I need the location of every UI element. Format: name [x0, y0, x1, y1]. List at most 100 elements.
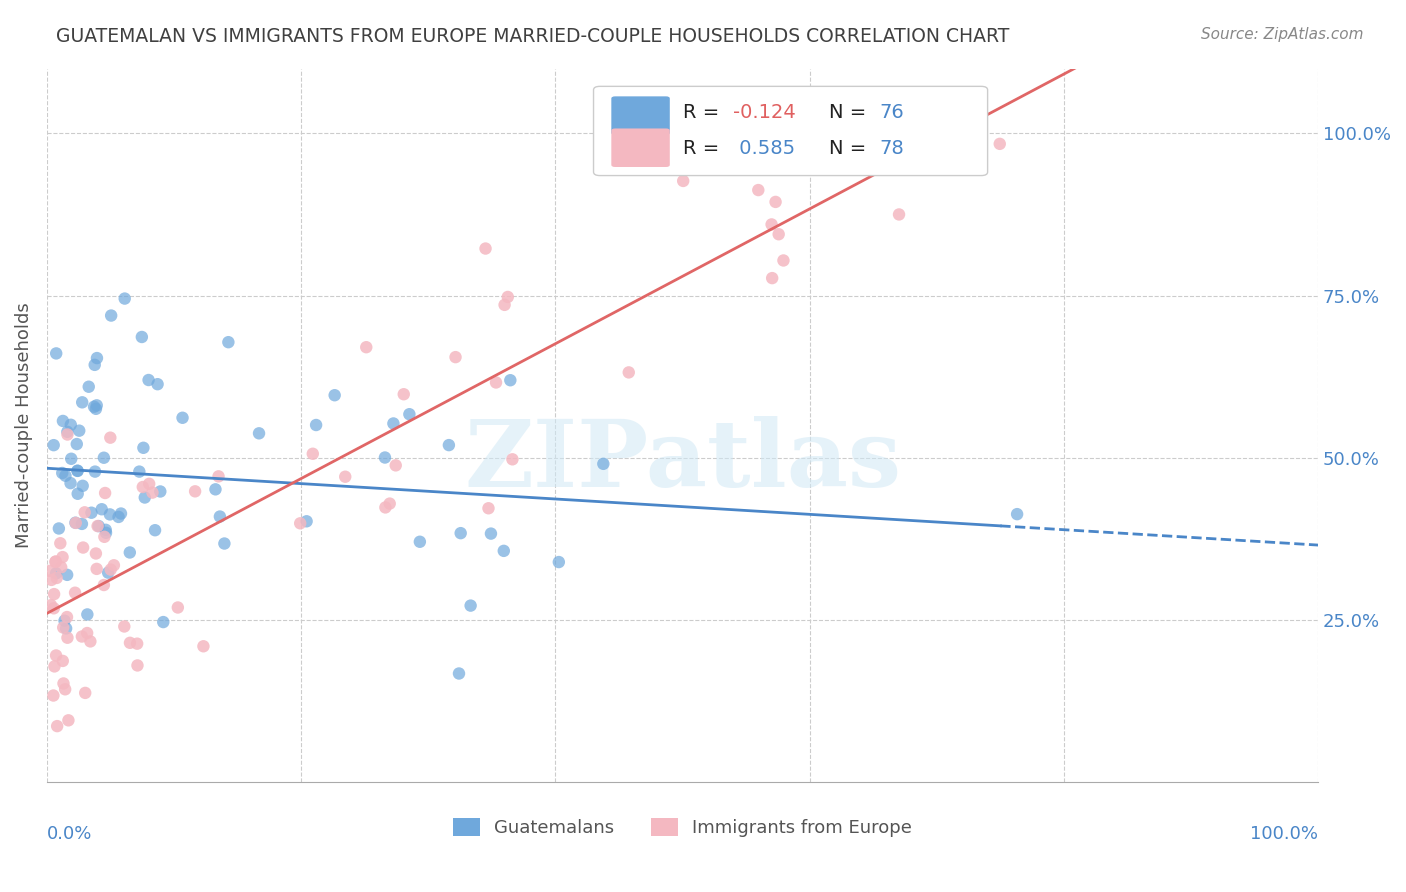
Point	[988, 136, 1011, 151]
Point	[52, 621, 75, 635]
Point	[45, 346, 67, 360]
Point	[84, 546, 107, 560]
Point	[58, 714, 80, 728]
Point	[59, 417, 82, 432]
Point	[382, 417, 405, 431]
Point	[496, 290, 519, 304]
Point	[44, 555, 66, 569]
Point	[60, 451, 83, 466]
Point	[437, 438, 460, 452]
Point	[127, 637, 149, 651]
Point	[70, 516, 93, 531]
Text: R =: R =	[682, 139, 725, 158]
Legend: Guatemalans, Immigrants from Europe: Guatemalans, Immigrants from Europe	[453, 818, 912, 838]
Point	[87, 519, 110, 533]
Point	[323, 388, 346, 402]
Point	[107, 510, 129, 524]
Point	[114, 292, 136, 306]
Point	[378, 497, 401, 511]
Point	[72, 541, 94, 555]
Point	[46, 719, 69, 733]
Point	[48, 521, 70, 535]
Point	[207, 469, 229, 483]
Point	[138, 373, 160, 387]
Point	[247, 426, 270, 441]
Point	[485, 376, 508, 390]
Point	[42, 689, 65, 703]
Point	[305, 417, 328, 432]
Point	[945, 94, 967, 108]
Point	[45, 566, 67, 581]
FancyBboxPatch shape	[593, 87, 987, 176]
Text: GUATEMALAN VS IMMIGRANTS FROM EUROPE MARRIED-COUPLE HOUSEHOLDS CORRELATION CHART: GUATEMALAN VS IMMIGRANTS FROM EUROPE MAR…	[56, 27, 1010, 45]
Point	[193, 640, 215, 654]
Point	[45, 554, 67, 568]
Point	[290, 516, 312, 531]
FancyBboxPatch shape	[612, 96, 669, 135]
Point	[93, 530, 115, 544]
Point	[127, 658, 149, 673]
Point	[128, 465, 150, 479]
Point	[617, 365, 640, 379]
Point	[494, 298, 516, 312]
Point	[450, 526, 472, 541]
Point	[1005, 507, 1028, 521]
Point	[474, 242, 496, 256]
Point	[67, 424, 90, 438]
Point	[384, 458, 406, 473]
Point	[772, 253, 794, 268]
Text: N =: N =	[828, 103, 872, 122]
Point	[592, 457, 614, 471]
Point	[56, 425, 79, 439]
Point	[204, 483, 226, 497]
Point	[392, 387, 415, 401]
Point	[398, 407, 420, 421]
Point	[132, 441, 155, 455]
Point	[65, 516, 87, 530]
Point	[335, 469, 357, 483]
Text: 78: 78	[880, 139, 904, 158]
Point	[672, 174, 695, 188]
Point	[118, 636, 141, 650]
Point	[141, 485, 163, 500]
Text: 76: 76	[880, 103, 904, 122]
Point	[499, 373, 522, 387]
Point	[94, 523, 117, 537]
Point	[118, 545, 141, 559]
Point	[79, 634, 101, 648]
Point	[765, 194, 787, 209]
Point	[214, 536, 236, 550]
Point	[132, 480, 155, 494]
Point	[53, 614, 76, 628]
Point	[138, 476, 160, 491]
Point	[65, 516, 87, 530]
Point	[70, 630, 93, 644]
Point	[42, 438, 65, 452]
Point	[84, 465, 107, 479]
Point	[166, 600, 188, 615]
Point	[56, 610, 79, 624]
Point	[52, 654, 75, 668]
Point	[84, 401, 107, 416]
Point	[86, 562, 108, 576]
Point	[86, 519, 108, 533]
Point	[374, 450, 396, 465]
Point	[93, 450, 115, 465]
Point	[143, 523, 166, 537]
Point	[56, 631, 79, 645]
Text: R =: R =	[682, 103, 725, 122]
Point	[55, 468, 77, 483]
Text: 100.0%: 100.0%	[1250, 825, 1319, 843]
Point	[374, 500, 396, 515]
Point	[98, 508, 121, 522]
Point	[51, 466, 73, 480]
Point	[51, 560, 73, 574]
Point	[66, 464, 89, 478]
Point	[59, 476, 82, 491]
Point	[295, 514, 318, 528]
Point	[134, 491, 156, 505]
Point	[149, 484, 172, 499]
Point	[112, 619, 135, 633]
Text: ZIPatlas: ZIPatlas	[464, 416, 901, 506]
Point	[94, 525, 117, 540]
